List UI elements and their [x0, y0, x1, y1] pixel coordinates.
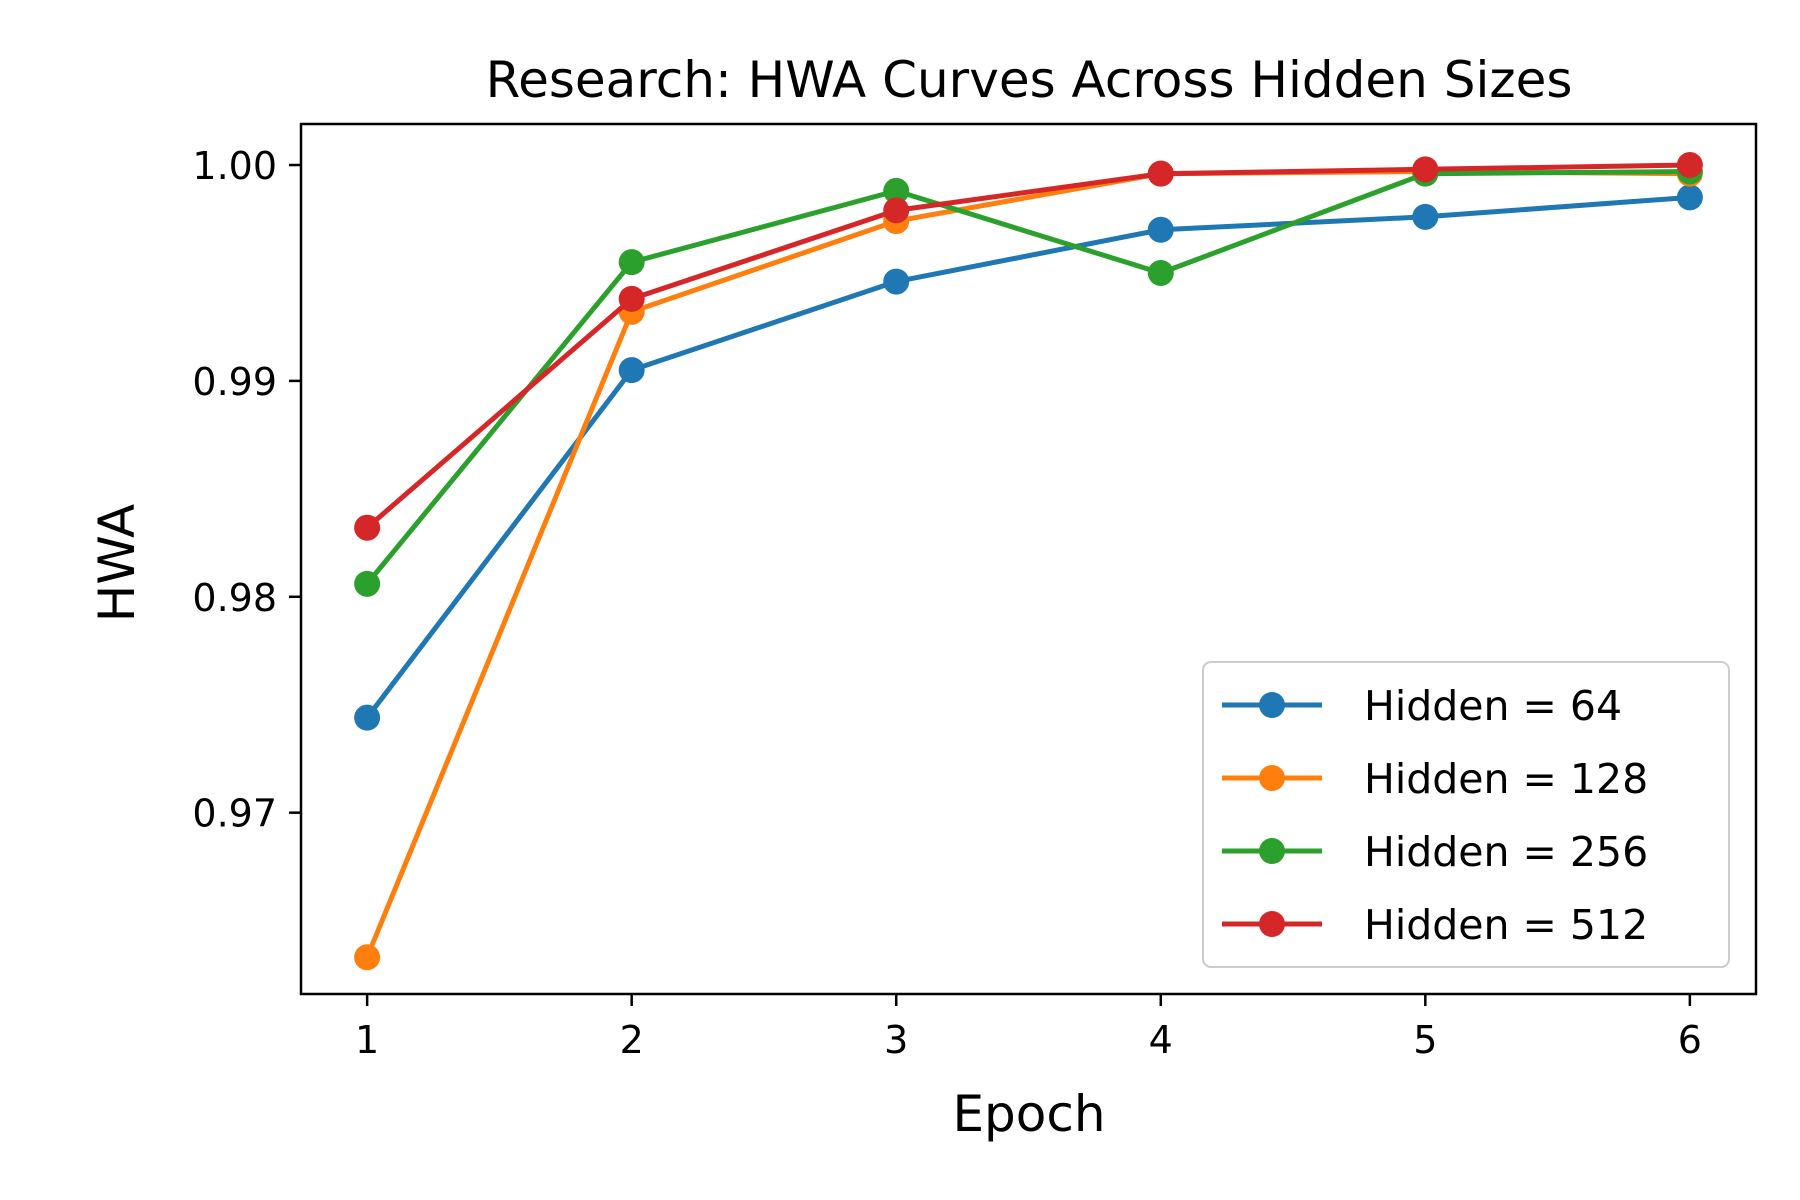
- legend: Hidden = 64 Hidden = 128 Hidden = 256 Hidde…: [1202, 661, 1730, 968]
- x-axis: 1 2 3 4 5 6: [355, 994, 1702, 1062]
- x-tick-label: 3: [884, 1018, 908, 1062]
- data-point: [883, 177, 910, 204]
- data-point: [1147, 259, 1174, 286]
- legend-item: Hidden = 128: [1222, 755, 1648, 803]
- legend-label: Hidden = 512: [1364, 901, 1648, 949]
- y-tick-label: 0.97: [192, 792, 277, 836]
- series-line: [363, 162, 1693, 532]
- legend-marker: [1259, 911, 1285, 937]
- series-line: [363, 194, 1693, 722]
- legend-item: Hidden = 256: [1222, 828, 1648, 876]
- data-point: [354, 514, 381, 541]
- data-point: [1676, 152, 1703, 179]
- plot-frame: [299, 122, 1758, 996]
- x-tick-label: 4: [1149, 1018, 1173, 1062]
- data-point: [1412, 156, 1439, 183]
- data-point: [354, 570, 381, 597]
- data-point: [1412, 203, 1439, 230]
- data-point: [1147, 160, 1174, 187]
- legend-item: Hidden = 512: [1222, 901, 1648, 949]
- legend-marker: [1259, 765, 1285, 791]
- legend-label: Hidden = 128: [1364, 755, 1648, 803]
- series-hidden-64: [354, 184, 1703, 731]
- data-point: [618, 357, 645, 384]
- y-tick-label: 0.99: [192, 360, 277, 404]
- y-tick-label: 0.98: [192, 576, 277, 620]
- legend-frame: [1202, 661, 1730, 968]
- data-point: [883, 197, 910, 224]
- x-tick-label: 1: [355, 1018, 379, 1062]
- y-tick-label: 1.00: [192, 144, 277, 188]
- data-point: [1147, 216, 1174, 243]
- x-tick-label: 5: [1413, 1018, 1437, 1062]
- x-tick-label: 6: [1678, 1018, 1702, 1062]
- data-point: [354, 704, 381, 731]
- legend-label: Hidden = 256: [1364, 828, 1648, 876]
- chart-title: Research: HWA Curves Across Hidden Sizes: [486, 51, 1573, 109]
- series-line: [363, 168, 1693, 588]
- legend-marker: [1259, 692, 1285, 718]
- y-axis: 0.97 0.98 0.99 1.00: [192, 144, 301, 836]
- x-tick-label: 2: [620, 1018, 644, 1062]
- data-point: [1676, 184, 1703, 211]
- series-hidden-512: [354, 152, 1703, 541]
- y-axis-label: HWA: [88, 504, 146, 623]
- plot-area: [354, 152, 1703, 971]
- series-hidden-256: [354, 158, 1703, 597]
- legend-item: Hidden = 64: [1222, 682, 1622, 730]
- legend-label: Hidden = 64: [1364, 682, 1622, 730]
- data-point: [354, 944, 381, 971]
- legend-marker: [1259, 838, 1285, 864]
- x-axis-label: Epoch: [952, 1085, 1105, 1143]
- data-point: [618, 285, 645, 312]
- data-point: [883, 268, 910, 295]
- data-point: [618, 249, 645, 276]
